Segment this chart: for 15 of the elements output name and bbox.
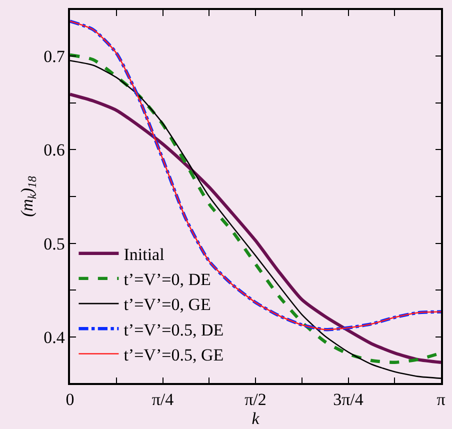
- legend-label: t’=V’=0.5, GE: [124, 345, 224, 364]
- x-tick-label: π/4: [152, 390, 174, 410]
- legend-label: t’=V’=0.5, DE: [124, 320, 224, 340]
- x-tick-label: 0: [66, 390, 74, 410]
- y-tick-label: 0.5: [44, 234, 65, 254]
- legend-label: t’=V’=0, DE: [124, 270, 211, 290]
- legend-label: Initial: [124, 244, 165, 264]
- legend-label: t’=V’=0, GE: [124, 295, 211, 314]
- x-tick-label: π/2: [244, 390, 266, 410]
- x-tick-label: 3π/4: [333, 390, 364, 410]
- x-axis-title: k: [252, 409, 260, 428]
- y-tick-label: 0.6: [44, 140, 65, 160]
- y-tick-label: 0.7: [44, 46, 66, 66]
- y-tick-label: 0.4: [44, 328, 66, 348]
- x-tick-label: π: [436, 390, 446, 410]
